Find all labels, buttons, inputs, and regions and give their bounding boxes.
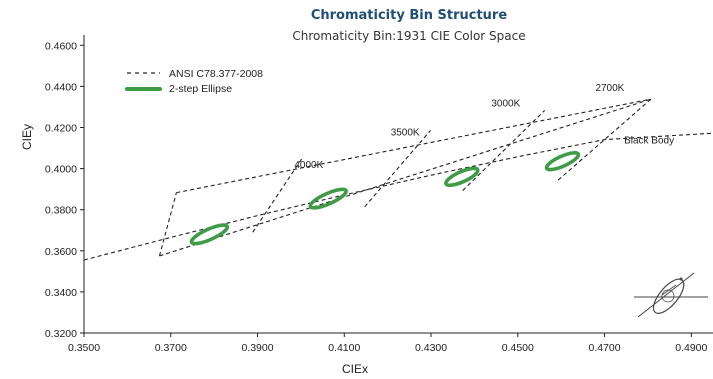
ellipse-mark-3 [544,150,581,172]
x-tick-label-6: 0.4700 [588,342,620,354]
y-axis-label: CIEy [20,124,34,150]
x-tick-label-1: 0.3700 [155,342,187,354]
ellipse-mark-2 [444,166,480,188]
series-ansi-segment-4 [364,130,432,208]
x-tick-label-2: 0.3900 [241,342,273,354]
ellipse-inset-icon [634,272,708,318]
y-tick-label-4: 0.4000 [45,164,77,176]
x-tick-label-7: 0.4900 [675,342,707,354]
annotation-label-1: 3500K [391,127,420,138]
x-tick-label-0: 0.3500 [68,342,100,354]
y-tick-label-7: 0.4600 [45,40,77,52]
x-tick-label-3: 0.4100 [328,342,360,354]
series-ansi-segment-1 [176,98,652,194]
y-tick-label-3: 0.3800 [45,205,77,217]
x-axis-label: CIEx [342,362,368,376]
y-tick-label-1: 0.3400 [45,287,77,299]
series-ansi-segment-0 [159,98,652,257]
legend-label-ansi: ANSI C78.377-2008 [169,68,263,80]
y-tick-label-6: 0.4400 [45,81,77,93]
chart-title: Chromaticity Bin Structure [311,8,507,23]
series-ansi-segment-5 [462,110,546,191]
legend: ANSI C78.377-2008 2-step Ellipse [125,68,263,95]
series-ansi-segment-3 [252,158,303,233]
chart-subtitle: Chromaticity Bin:1931 CIE Color Space [292,29,525,43]
plot-area: 4000K 3500K 3000K 2700K Black Body [83,83,713,261]
series-black-body-line [83,132,713,261]
x-tick-label-5: 0.4500 [502,342,534,354]
series-ansi-segment-2 [158,192,177,257]
annotation-label-4: Black Body [624,136,674,147]
annotation-label-2: 3000K [491,99,520,110]
ellipse-mark-0 [189,223,230,246]
y-tick-label-2: 0.3600 [45,246,77,258]
y-tick-label-0: 0.3200 [45,328,77,340]
annotation-label-3: 2700K [595,83,624,94]
legend-label-ellipse: 2-step Ellipse [169,83,232,95]
y-tick-label-5: 0.4200 [45,122,77,134]
y-ticks: 0.3200 0.3400 0.3600 0.3800 0.4000 0.4200 0.44… [45,40,84,340]
annotation-label-0: 4000K [294,160,323,171]
x-ticks: 0.3500 0.3700 0.3900 0.4100 0.4300 0.4500 0.47… [68,333,708,354]
x-tick-label-4: 0.4300 [415,342,447,354]
ellipse-mark-1 [308,187,348,210]
